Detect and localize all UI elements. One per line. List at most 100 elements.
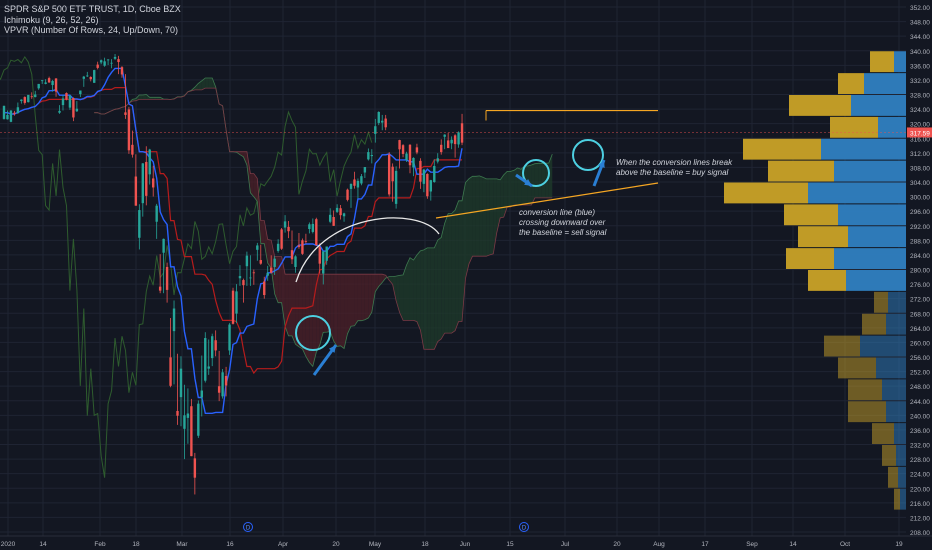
candle-body — [457, 132, 460, 145]
ichimoku-legend[interactable]: Ichimoku (9, 26, 52, 26) — [4, 14, 99, 25]
cloud-segment — [361, 274, 365, 321]
candle-body — [9, 110, 13, 122]
cloud-segment — [243, 151, 247, 165]
price-tick-label: 352.00 — [910, 5, 930, 12]
candle — [134, 154, 138, 206]
candle-body — [16, 107, 20, 114]
price-tick-label: 208.00 — [910, 530, 930, 537]
candle — [2, 105, 6, 120]
vpvr-down-bar — [784, 204, 838, 226]
candle-body — [356, 180, 360, 188]
signal-circle-june — [522, 159, 550, 187]
chart-legend: SPDR S&P 500 ETF TRUST, 1D, Cboe BZX Ich… — [4, 4, 181, 36]
candle — [353, 171, 356, 189]
candle — [339, 204, 342, 220]
candle — [89, 76, 92, 82]
ichimoku-cloud — [94, 77, 553, 368]
candle-body — [6, 114, 9, 120]
candle — [16, 102, 20, 114]
candle — [23, 96, 27, 105]
cloud-segment — [496, 178, 501, 234]
candle-body — [453, 135, 457, 145]
candle — [259, 244, 262, 265]
candle — [131, 130, 134, 158]
vpvr-histogram — [724, 51, 906, 510]
cloud-segment — [149, 97, 154, 100]
candle-body — [68, 95, 72, 108]
vpvr-up-bar — [894, 51, 906, 73]
candle — [457, 131, 460, 148]
vpvr-legend[interactable]: VPVR (Number Of Rows, 24, Up/Down, 70) — [4, 25, 179, 35]
cloud-segment — [437, 237, 442, 342]
symbol-title[interactable]: SPDR S&P 500 ETF TRUST, 1D, Cboe BZX — [4, 4, 181, 14]
cloud-segment — [482, 177, 487, 257]
candle — [401, 144, 405, 158]
cloud-segment — [333, 274, 338, 347]
candle — [79, 90, 82, 98]
candle — [72, 97, 75, 122]
time-tick-label: 15 — [506, 541, 514, 548]
signal-circle-april — [295, 315, 331, 351]
cloud-segment — [403, 265, 407, 321]
cloud-segment — [364, 274, 369, 320]
candle — [436, 153, 439, 164]
vpvr-up-bar — [888, 291, 906, 313]
cloud-segment — [507, 171, 511, 207]
cloud-segment — [239, 151, 244, 157]
price-tick-label: 272.00 — [910, 297, 930, 304]
candle — [443, 134, 446, 150]
candle — [190, 398, 193, 457]
candle — [117, 55, 120, 75]
candle-body — [304, 241, 308, 242]
candle — [141, 163, 144, 217]
candle-body — [322, 251, 325, 274]
candle-body — [276, 243, 280, 251]
candle-body — [82, 76, 86, 79]
cloud-segment — [531, 163, 535, 205]
candle — [405, 151, 408, 162]
candle-body — [117, 59, 120, 63]
time-axis[interactable]: 2020 14 Feb 18 Mar 16 Apr 20 May 18 Jun 15 Jul 20 Aug 1… — [0, 522, 932, 549]
vpvr-down-bar — [862, 313, 886, 335]
candle-body — [245, 255, 249, 267]
candle — [211, 333, 214, 367]
candle-body — [325, 246, 328, 261]
cloud-segment — [288, 274, 293, 336]
candle-body — [370, 155, 374, 157]
candle — [349, 183, 353, 208]
cloud-segment — [351, 274, 355, 327]
cloud-segment — [253, 173, 258, 202]
candle-body — [315, 219, 318, 246]
candle-body — [124, 112, 127, 115]
cloud-segment — [458, 200, 463, 322]
cloud-segment — [392, 276, 397, 301]
candle — [273, 256, 276, 275]
candle-body — [332, 217, 335, 226]
candle-body — [214, 340, 217, 351]
candle — [335, 204, 339, 213]
cloud-segment — [298, 274, 303, 349]
candles[interactable] — [2, 54, 464, 495]
candle-body — [256, 245, 259, 250]
price-tick-label: 228.00 — [910, 457, 930, 464]
price-tick-label: 288.00 — [910, 238, 930, 245]
candle — [197, 400, 200, 438]
vpvr-up-bar — [876, 357, 906, 379]
sell-note-line-1: conversion line (blue) — [519, 208, 596, 217]
cloud-segment — [451, 210, 456, 334]
candle — [47, 76, 51, 83]
time-tick-label: 2020 — [1, 541, 16, 548]
candle — [204, 332, 207, 383]
candle-body — [176, 410, 179, 416]
price-axis[interactable]: 352.00 348.00 344.00 340.00 336.00 332.00 328.… — [907, 5, 932, 537]
cloud-segment — [285, 274, 289, 336]
time-tick-label: 14 — [39, 541, 47, 548]
candle — [315, 217, 318, 246]
candle-body — [172, 308, 176, 332]
candle — [426, 173, 429, 199]
candle-body — [415, 147, 419, 153]
price-tick-label: 260.00 — [910, 340, 930, 347]
candle — [99, 59, 103, 65]
candle — [249, 255, 252, 286]
